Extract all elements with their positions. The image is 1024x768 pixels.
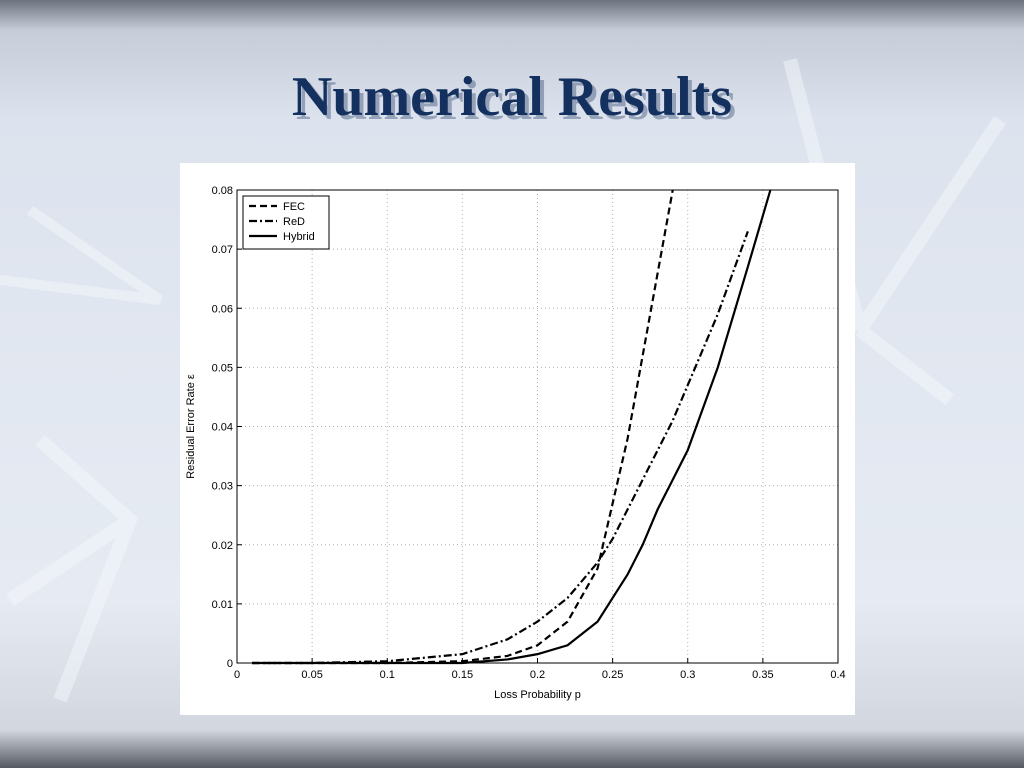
y-tick-label: 0.04 xyxy=(212,422,233,434)
series-line xyxy=(252,189,772,665)
x-axis-label: Loss Probability p xyxy=(494,689,581,701)
legend-label: ReD xyxy=(283,216,305,228)
x-tick-label: 0.05 xyxy=(301,669,322,681)
x-tick-label: 0.1 xyxy=(380,669,395,681)
y-tick-label: 0.07 xyxy=(212,244,233,256)
legend-label: FEC xyxy=(283,201,305,213)
y-axis-label: Residual Error Rate ε xyxy=(185,374,197,479)
y-tick-label: 0.02 xyxy=(212,540,233,552)
title-shadow: Numerical Results xyxy=(296,70,736,132)
x-tick-label: 0.3 xyxy=(680,669,695,681)
y-tick-label: 0.08 xyxy=(212,185,233,197)
x-tick-label: 0.2 xyxy=(530,669,545,681)
chart: 0 0.05 0.1 0.15 0.2 0.25 0.3 0.35 0.4 0 0.01 0.02 0.… xyxy=(185,185,846,701)
y-tick-label: 0.06 xyxy=(212,303,233,315)
legend-box xyxy=(242,195,330,250)
slide-title: Numerical Results xyxy=(292,66,732,128)
chart-panel xyxy=(180,163,855,715)
x-tick-label: 0.35 xyxy=(752,669,773,681)
y-tick-label: 0.01 xyxy=(212,599,233,611)
y-tick-label: 0.03 xyxy=(212,481,233,493)
x-tick-label: 0.25 xyxy=(602,669,623,681)
series-line xyxy=(252,231,749,665)
plot-frame xyxy=(236,189,839,664)
x-tick-label: 0.4 xyxy=(830,669,845,681)
y-tick-label: 0.05 xyxy=(212,362,233,374)
legend-label: Hybrid xyxy=(283,231,315,243)
x-tick-label: 0.15 xyxy=(452,669,473,681)
x-tick-label: 0 xyxy=(234,669,240,681)
y-tick-label: 0 xyxy=(227,658,233,670)
